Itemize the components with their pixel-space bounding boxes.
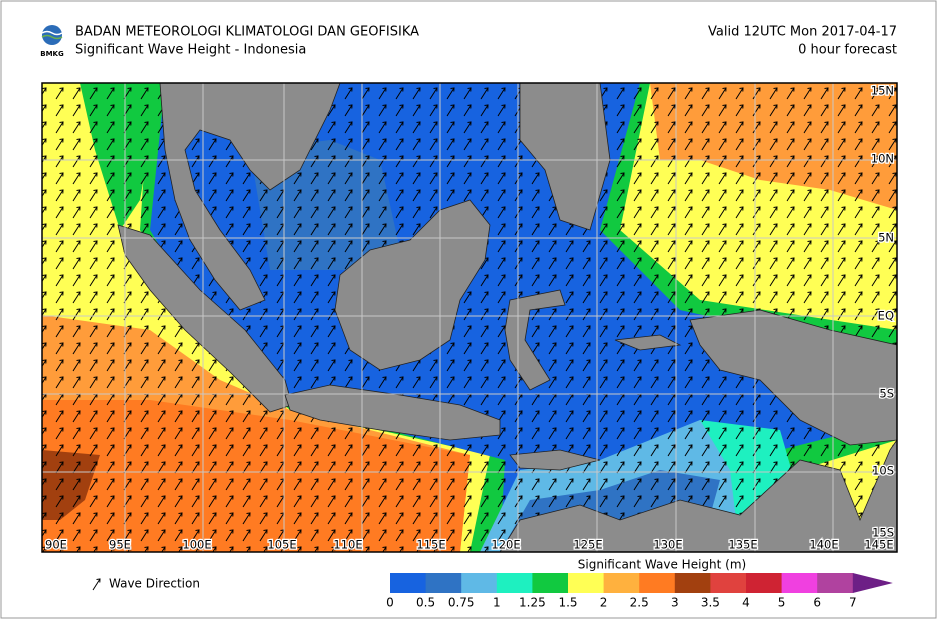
colorbar-tick-label: 0.5 (416, 596, 435, 610)
logo: BMKG (40, 25, 64, 58)
color-swatch-max (852, 573, 893, 593)
color-swatch (746, 573, 783, 593)
color-swatch (603, 573, 640, 593)
lon-label: 110E (333, 538, 362, 552)
colorbar-tick-label: 3 (671, 596, 679, 610)
lat-label: 10S (872, 464, 894, 478)
colorbar-tick-label: 0.75 (448, 596, 475, 610)
color-swatch (674, 573, 711, 593)
lon-label: 125E (573, 538, 602, 552)
lon-label: 95E (109, 538, 131, 552)
lon-label: 140E (809, 538, 838, 552)
colorbar-tick-label: 1.25 (519, 596, 546, 610)
colorbar-tick-label: 2.5 (630, 596, 649, 610)
lon-label: 115E (416, 538, 445, 552)
colorbar-tick-label: 4 (742, 596, 750, 610)
lat-label: 15N (871, 84, 894, 98)
color-swatch (639, 573, 676, 593)
lon-label: 120E (491, 538, 520, 552)
colorbar-tick-label: 6 (813, 596, 821, 610)
colorbar-tick-label: 2 (600, 596, 608, 610)
lat-label: 15S (872, 526, 894, 540)
color-swatch (390, 573, 427, 593)
lon-label: 145E (864, 538, 893, 552)
lon-label: 100E (182, 538, 211, 552)
colorbar-tick-label: 0 (386, 596, 394, 610)
color-swatch (817, 573, 854, 593)
forecast-hour: 0 hour forecast (798, 43, 897, 58)
lat-label: EQ (878, 309, 894, 323)
logo-text: BMKG (40, 50, 64, 58)
lat-label: 5N (878, 231, 894, 245)
direction-key: Wave Direction (92, 577, 200, 591)
color-swatch (425, 573, 462, 593)
colorbar-tick-label: 1 (493, 596, 501, 610)
color-swatch (710, 573, 747, 593)
lon-label: 130E (653, 538, 682, 552)
map-frame (41, 82, 898, 553)
lon-label: 90E (45, 538, 67, 552)
graticule (42, 83, 897, 552)
legend-title: Significant Wave Height (m) (578, 558, 746, 572)
subtitle: Significant Wave Height - Indonesia (75, 43, 306, 58)
lon-label: 105E (267, 538, 296, 552)
colorbar-tick-label: 5 (778, 596, 786, 610)
color-swatch (568, 573, 605, 593)
map (42, 83, 897, 552)
color-swatch (496, 573, 533, 593)
colorbar-tick-label: 7 (849, 596, 857, 610)
direction-label: Wave Direction (109, 577, 200, 591)
land (117, 83, 897, 552)
lat-label: 10N (871, 152, 894, 166)
lon-label: 135E (728, 538, 757, 552)
valid-time: Valid 12UTC Mon 2017-04-17 (708, 25, 897, 40)
title: BADAN METEOROLOGI KLIMATOLOGI DAN GEOFIS… (75, 25, 419, 40)
colorbar-tick-label: 1.5 (558, 596, 577, 610)
colorbar: 0 0.5 0.75 1 1.25 1.5 2 2.5 3 3.5 4 5 6 7 (386, 573, 893, 610)
color-swatch (461, 573, 498, 593)
color-swatch (532, 573, 569, 593)
coordinate-labels: 15N 10N 5N EQ 5S 10S 15S 90E 95E 100E 105E 110E 115E… (44, 82, 895, 553)
color-swatch (781, 573, 818, 593)
lat-label: 5S (879, 387, 894, 401)
colorbar-tick-label: 3.5 (701, 596, 720, 610)
